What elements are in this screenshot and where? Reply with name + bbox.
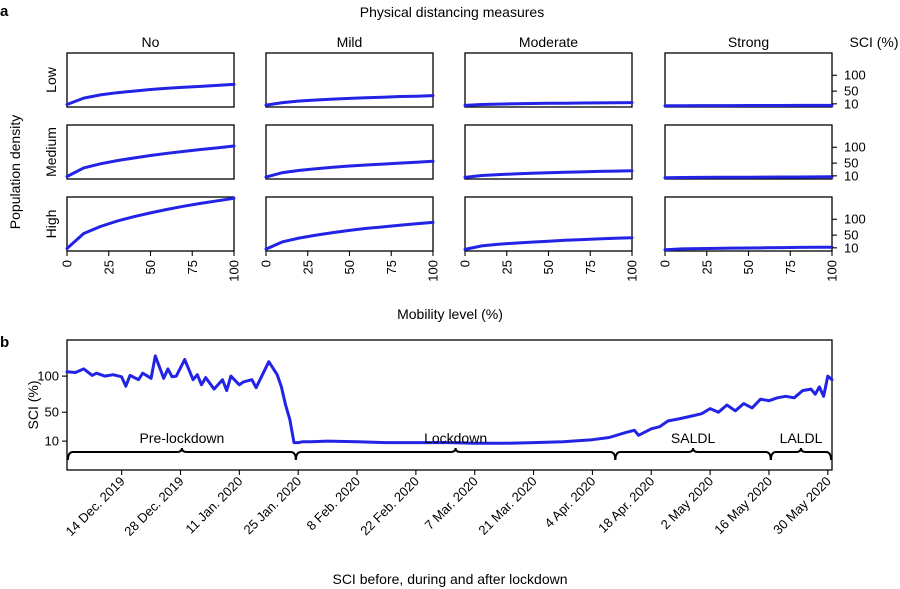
panel-frame-low-moderate bbox=[464, 52, 633, 108]
x-tick-label-no-75: 75 bbox=[185, 260, 200, 274]
x-tick-label-moderate-0: 0 bbox=[458, 260, 473, 267]
y-tick-label-medium-10: 10 bbox=[844, 168, 858, 183]
panel-b-x-tick-label-11: 16 May 2020 bbox=[711, 474, 775, 538]
panel-a-title: Physical distancing measures bbox=[360, 4, 544, 20]
x-tick-label-no-25: 25 bbox=[101, 260, 116, 274]
panel-frame-low-strong bbox=[664, 52, 833, 108]
panel-b-x-tick-label-8: 4 Apr. 2020 bbox=[541, 474, 598, 531]
row-label-low: Low bbox=[43, 66, 59, 93]
series-line-high-moderate bbox=[463, 236, 634, 251]
x-tick-label-no-100: 100 bbox=[227, 260, 242, 282]
panel-frame-high-no bbox=[66, 196, 235, 252]
panel-frame-medium-moderate bbox=[464, 124, 633, 180]
column-label-no: No bbox=[142, 34, 160, 50]
x-tick-label-mild-50: 50 bbox=[342, 260, 357, 274]
panel-b-frame bbox=[66, 339, 833, 471]
panel-a-letter: a bbox=[0, 3, 9, 20]
y-tick-label-low-10: 10 bbox=[844, 96, 858, 111]
x-tick-label-strong-100: 100 bbox=[825, 260, 840, 282]
row-label-high: High bbox=[43, 210, 59, 239]
period-brace-laldl bbox=[769, 447, 832, 461]
panel-b-y-tick-label-100: 100 bbox=[37, 369, 59, 384]
x-tick-label-no-50: 50 bbox=[143, 260, 158, 274]
panel-b-x-tick-label-5: 22 Feb. 2020 bbox=[357, 474, 422, 539]
panel-a-ylabel: Population density bbox=[7, 115, 23, 229]
x-tick-label-moderate-75: 75 bbox=[583, 260, 598, 274]
sci-series-line bbox=[65, 354, 834, 445]
period-brace-lockdown bbox=[294, 447, 617, 461]
row-label-medium: Medium bbox=[43, 127, 59, 177]
panel-b-x-tick-label-6: 7 Mar. 2020 bbox=[422, 474, 481, 533]
column-labels: No Mild Moderate Strong bbox=[142, 34, 770, 50]
x-tick-label-mild-100: 100 bbox=[426, 260, 441, 282]
panel-b-x-tick-label-7: 21 Mar. 2020 bbox=[475, 474, 539, 538]
panel-b-x-tick-label-9: 18 Apr. 2020 bbox=[595, 474, 657, 536]
panel-b-x-tick-label-12: 30 May 2020 bbox=[770, 474, 834, 538]
x-tick-label-mild-75: 75 bbox=[384, 260, 399, 274]
y-tick-label-low-50: 50 bbox=[844, 84, 858, 99]
series-line-high-no bbox=[65, 196, 236, 250]
y-tick-label-high-100: 100 bbox=[844, 212, 866, 227]
y-tick-label-high-10: 10 bbox=[844, 240, 858, 255]
panel-frame-low-mild bbox=[265, 52, 434, 108]
panel-a-xlabel: Mobility level (%) bbox=[397, 306, 503, 322]
period-brace-pre-lockdown bbox=[67, 447, 297, 461]
series-line-low-mild bbox=[264, 94, 435, 107]
series-line-medium-mild bbox=[264, 159, 435, 179]
column-label-strong: Strong bbox=[728, 34, 769, 50]
panel-b-x-tick-label-4: 8 Feb. 2020 bbox=[303, 474, 363, 534]
panel-b-y-tick-label-10: 10 bbox=[45, 434, 59, 449]
period-label-saldl: SALDL bbox=[671, 430, 716, 446]
series-line-low-moderate bbox=[463, 101, 634, 107]
x-tick-label-no-0: 0 bbox=[60, 260, 75, 267]
panel-frame-high-moderate bbox=[464, 196, 633, 252]
series-line-high-mild bbox=[264, 220, 435, 251]
panel-frame-high-strong bbox=[664, 196, 833, 252]
series-line-medium-no bbox=[65, 144, 236, 178]
x-tick-label-moderate-25: 25 bbox=[499, 260, 514, 274]
period-brace-saldl bbox=[614, 447, 772, 461]
column-label-mild: Mild bbox=[337, 34, 363, 50]
period-label-lockdown: Lockdown bbox=[424, 430, 487, 446]
x-tick-label-mild-25: 25 bbox=[300, 260, 315, 274]
y-tick-label-medium-100: 100 bbox=[844, 140, 866, 155]
x-tick-label-moderate-50: 50 bbox=[541, 260, 556, 274]
panel-frame-low-no bbox=[66, 52, 235, 108]
series-line-medium-strong bbox=[663, 175, 834, 180]
x-tick-label-strong-25: 25 bbox=[699, 260, 714, 274]
x-tick-label-mild-0: 0 bbox=[259, 260, 274, 267]
series-line-medium-moderate bbox=[463, 169, 634, 179]
x-tick-label-moderate-100: 100 bbox=[625, 260, 640, 282]
x-tick-label-strong-50: 50 bbox=[741, 260, 756, 274]
panel-b-letter: b bbox=[0, 334, 9, 351]
panel-frame-medium-strong bbox=[664, 124, 833, 180]
x-tick-label-strong-0: 0 bbox=[658, 260, 673, 267]
column-label-moderate: Moderate bbox=[519, 34, 578, 50]
panel-b-x-tick-label-0: 14 Dec. 2019 bbox=[62, 474, 127, 539]
period-label-pre-lockdown: Pre-lockdown bbox=[139, 430, 224, 446]
panel-a-y-axis-title: SCI (%) bbox=[850, 34, 899, 50]
panel-b-x-tick-label-2: 11 Jan. 2020 bbox=[182, 474, 245, 537]
panel-b-x-tick-label-3: 25 Jan. 2020 bbox=[241, 474, 305, 538]
panel-b-x-tick-label-1: 28 Dec. 2019 bbox=[121, 474, 186, 539]
panel-b-ylabel: SCI (%) bbox=[25, 381, 41, 430]
panel-b-y-tick-label-50: 50 bbox=[45, 405, 59, 420]
x-tick-label-strong-75: 75 bbox=[783, 260, 798, 274]
y-tick-label-high-50: 50 bbox=[844, 228, 858, 243]
period-label-laldl: LALDL bbox=[780, 430, 823, 446]
panel-frame-medium-no bbox=[66, 124, 235, 180]
y-tick-label-medium-50: 50 bbox=[844, 156, 858, 171]
panel-b-x-tick-label-10: 2 May 2020 bbox=[658, 474, 717, 533]
y-tick-label-low-100: 100 bbox=[844, 68, 866, 83]
panel-b-xlabel: SCI before, during and after lockdown bbox=[332, 571, 567, 587]
panel-frame-medium-mild bbox=[265, 124, 434, 180]
series-line-high-strong bbox=[663, 245, 834, 252]
series-line-low-no bbox=[65, 82, 236, 106]
